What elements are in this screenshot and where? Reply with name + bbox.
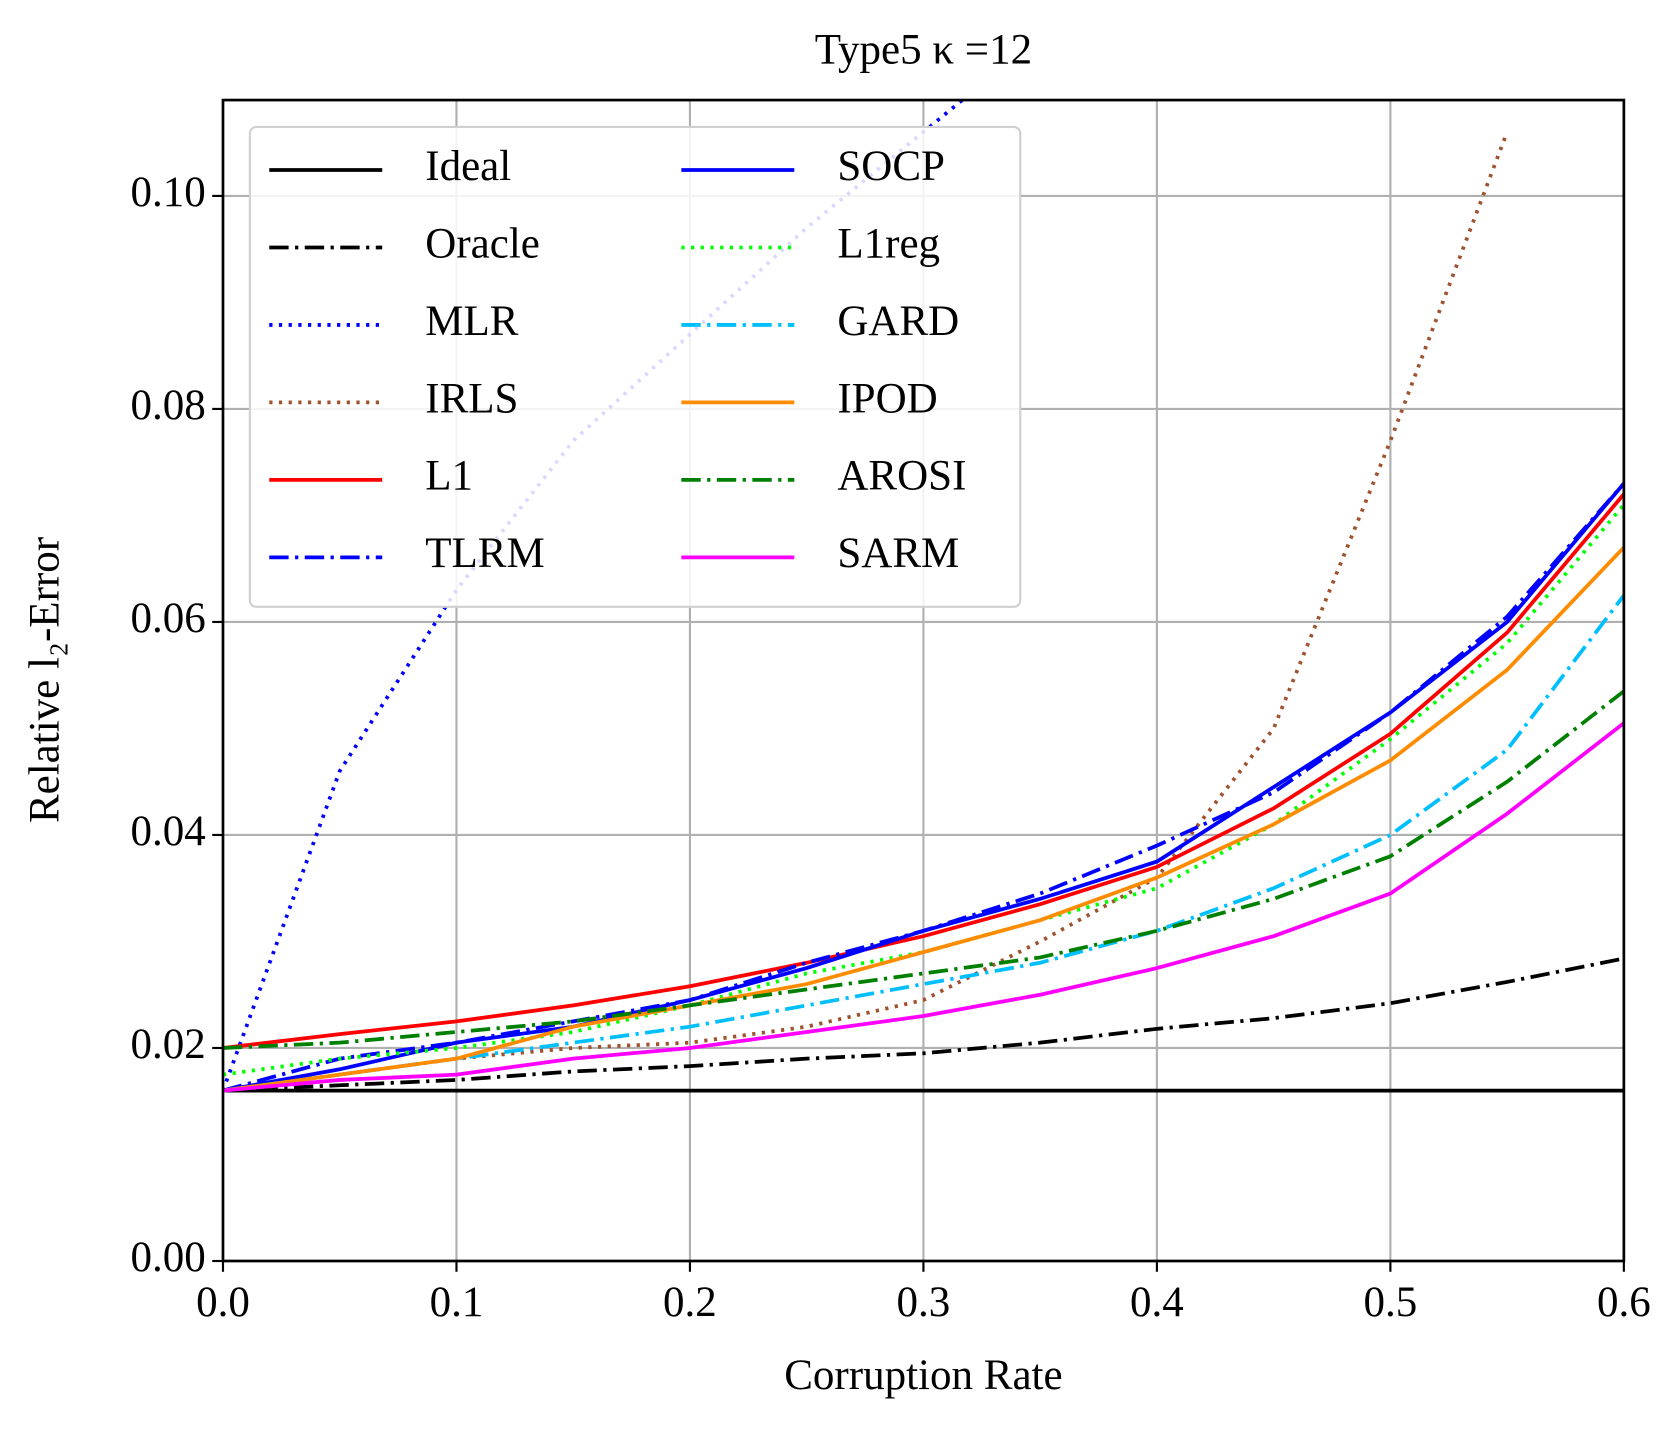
x-tick-label: 0.5 (1363, 1279, 1417, 1326)
legend-label: L1reg (837, 220, 940, 267)
legend-label: L1 (425, 453, 473, 500)
legend-box (248, 125, 1022, 608)
legend-label: SARM (837, 530, 959, 577)
series-line (222, 482, 1624, 1093)
x-tick-label: 0.1 (430, 1279, 484, 1326)
legend-label: GARD (837, 298, 959, 345)
plot-frame (221, 98, 1626, 1263)
x-tick-label: 0.0 (196, 1279, 250, 1326)
x-tick-label: 0.4 (1130, 1279, 1184, 1326)
legend-label: AROSI (837, 453, 966, 500)
series-line (222, 956, 1624, 1093)
series-line (222, 689, 1624, 1050)
legend-label: SOCP (837, 143, 945, 190)
x-tick-label: 0.3 (897, 1279, 951, 1326)
series-line (222, 503, 1624, 1077)
legend-label: MLR (425, 298, 519, 345)
y-tick-label: 0.10 (130, 169, 205, 216)
legend-label: Ideal (425, 143, 511, 190)
y-tick-label: 0.00 (130, 1234, 205, 1281)
y-tick-label: 0.02 (130, 1021, 205, 1068)
x-axis-label: Corruption Rate (784, 1352, 1062, 1399)
chart-title: Type5 κ =12 (815, 27, 1032, 74)
legend-label: Oracle (425, 220, 540, 267)
y-tick-label: 0.06 (130, 595, 205, 642)
y-tick-label: 0.04 (130, 808, 205, 855)
y-axis-label: Relative l₂-Error (22, 537, 69, 823)
x-tick-label: 0.6 (1597, 1279, 1651, 1326)
y-tick-label: 0.08 (130, 382, 205, 429)
series-line (222, 546, 1624, 1093)
legend-label: TLRM (425, 530, 544, 577)
legend-label: IRLS (425, 375, 518, 422)
x-tick-label: 0.2 (663, 1279, 717, 1326)
legend-label: IPOD (837, 375, 937, 422)
series-line (222, 492, 1624, 1050)
series-line (222, 721, 1624, 1093)
